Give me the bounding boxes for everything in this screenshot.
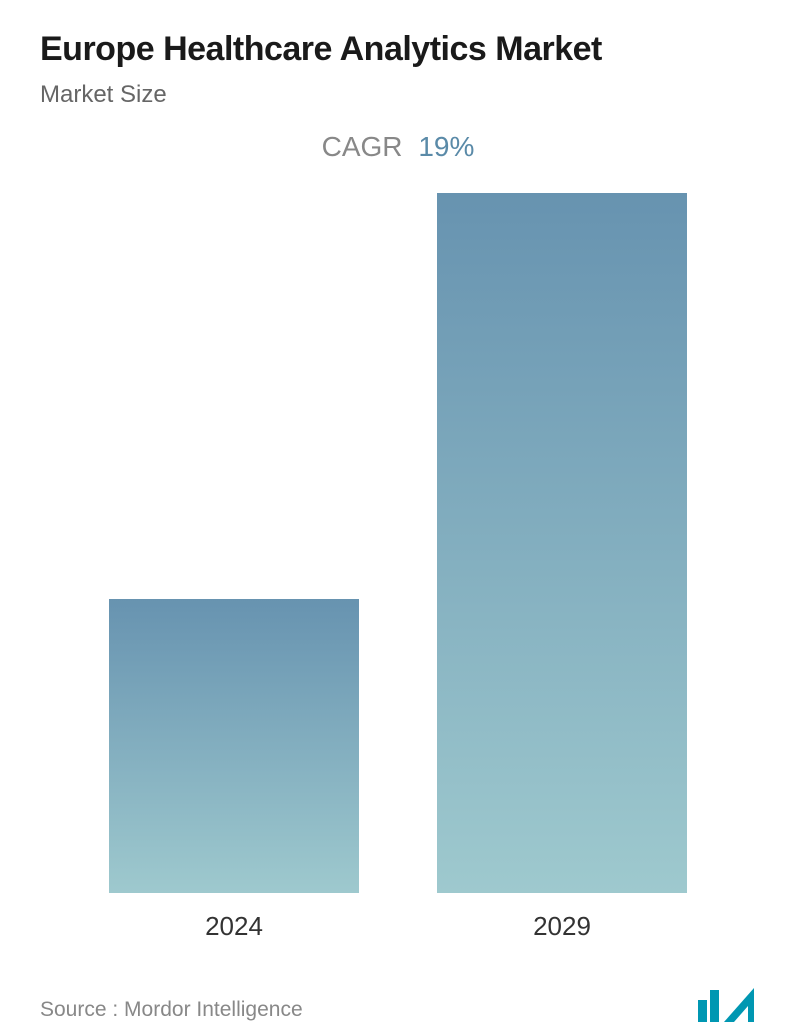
chart-subtitle: Market Size xyxy=(40,81,756,109)
bar-group-2024: 2024 xyxy=(109,599,359,942)
source-attribution: Source : Mordor Intelligence xyxy=(40,998,303,1022)
bar-group-2029: 2029 xyxy=(437,193,687,942)
chart-container: Europe Healthcare Analytics Market Marke… xyxy=(0,0,796,1034)
chart-footer: Source : Mordor Intelligence xyxy=(40,972,756,1022)
cagr-value: 19% xyxy=(418,131,474,162)
bar-label-2029: 2029 xyxy=(533,911,591,942)
mordor-logo-icon xyxy=(696,982,756,1022)
cagr-label: CAGR xyxy=(322,131,403,162)
bar-label-2024: 2024 xyxy=(205,911,263,942)
chart-title: Europe Healthcare Analytics Market xyxy=(40,30,756,69)
bar-2029 xyxy=(437,193,687,893)
bar-2024 xyxy=(109,599,359,893)
cagr-row: CAGR 19% xyxy=(40,131,756,163)
chart-plot-area: 2024 2029 xyxy=(40,173,756,942)
